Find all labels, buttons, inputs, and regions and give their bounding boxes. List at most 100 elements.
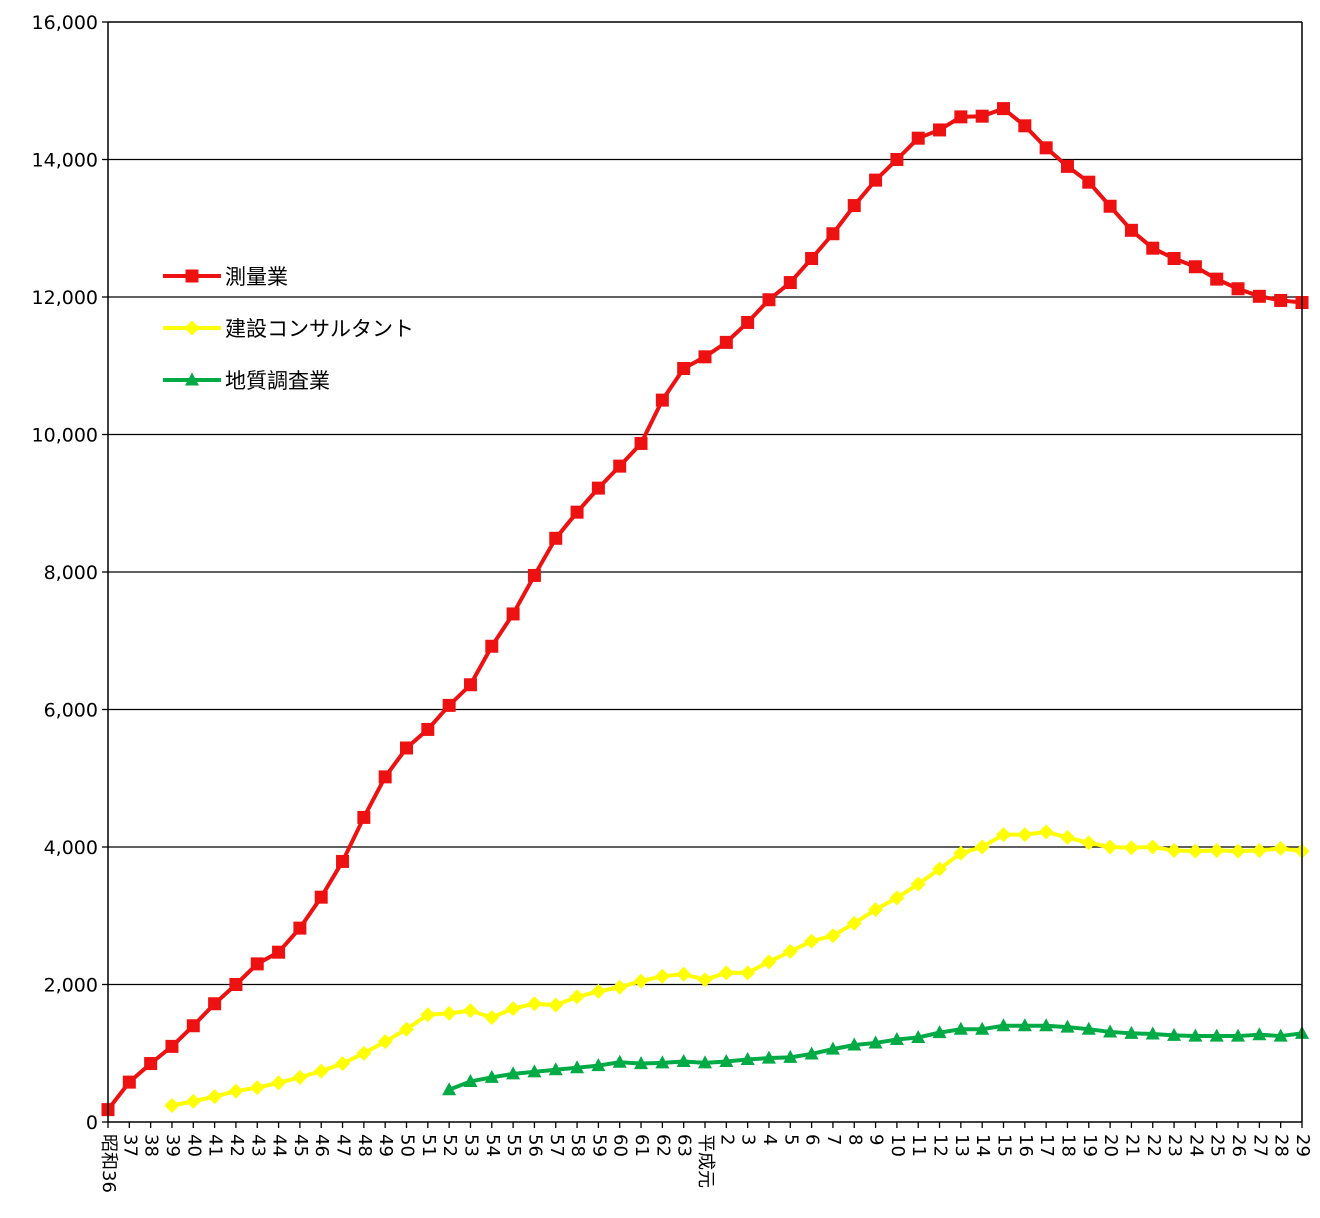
x-tick-label: 57 (546, 1134, 567, 1157)
data-point (634, 1056, 649, 1070)
x-tick-label: 54 (482, 1134, 503, 1157)
data-point (698, 350, 712, 364)
data-point (462, 1003, 478, 1019)
x-tick-label: 6 (802, 1134, 823, 1145)
y-tick-label: 0 (86, 1112, 98, 1134)
x-tick-label: 38 (141, 1134, 162, 1157)
data-point (676, 1054, 691, 1067)
data-point (740, 965, 756, 981)
series-survey (101, 102, 1309, 1117)
data-point (654, 968, 670, 984)
x-tick-label: 8 (844, 1134, 865, 1145)
x-tick-label: 56 (524, 1134, 545, 1157)
x-tick-label: 62 (652, 1134, 673, 1157)
data-point (570, 505, 584, 519)
data-point (1145, 1026, 1160, 1040)
data-point (676, 966, 692, 982)
x-tick-label: 21 (1121, 1134, 1142, 1157)
x-tick-label: 46 (311, 1134, 332, 1157)
legend-label: 地質調査業 (225, 369, 330, 393)
x-tick-label: 45 (290, 1134, 311, 1157)
x-tick-label: 2 (716, 1134, 737, 1145)
data-point (1251, 842, 1267, 858)
x-tick-label: 49 (375, 1134, 396, 1157)
x-tick-label: 58 (567, 1134, 588, 1157)
y-tick-label: 12,000 (32, 287, 98, 309)
data-point (485, 639, 499, 653)
data-point (526, 996, 542, 1012)
y-tick-label: 6,000 (44, 700, 98, 722)
data-point (933, 123, 947, 137)
data-point (1039, 1018, 1054, 1032)
data-point (271, 1075, 287, 1091)
data-point (1209, 1028, 1224, 1042)
x-tick-label: 44 (269, 1134, 290, 1157)
x-tick-label: 16 (1015, 1134, 1036, 1157)
x-tick-label: 60 (610, 1134, 631, 1157)
data-point (783, 276, 797, 290)
x-tick-label: 14 (972, 1134, 993, 1157)
data-point (484, 1069, 499, 1083)
data-point (996, 1018, 1011, 1032)
data-point (420, 1007, 436, 1023)
data-point (569, 989, 585, 1005)
data-point (229, 978, 243, 991)
data-point (357, 810, 371, 824)
data-point (1081, 1021, 1096, 1035)
data-point (1017, 1018, 1032, 1032)
data-point (869, 173, 883, 187)
data-point (1059, 829, 1075, 845)
x-tick-label: 9 (866, 1134, 887, 1145)
data-point (761, 954, 777, 970)
legend-label: 建設コンサルタント (225, 317, 414, 341)
data-point (548, 997, 564, 1013)
data-point (741, 315, 755, 329)
series-lines (101, 102, 1310, 1117)
data-point (356, 1045, 372, 1061)
data-point (655, 1055, 670, 1069)
data-point (1187, 843, 1203, 859)
x-tick-label: 5 (780, 1134, 801, 1145)
data-point (868, 902, 884, 918)
x-tick-label: 4 (759, 1134, 780, 1145)
data-point (377, 1034, 393, 1050)
x-tick-label: 39 (162, 1134, 183, 1157)
x-tick-label: 53 (460, 1134, 481, 1157)
data-point (250, 957, 264, 971)
data-point (1124, 223, 1138, 237)
data-point (889, 1032, 904, 1045)
data-point (228, 1083, 244, 1099)
data-point (634, 436, 648, 450)
data-point (293, 921, 307, 935)
data-point (846, 915, 862, 931)
x-tick-label: 55 (503, 1134, 524, 1157)
data-point (719, 335, 733, 349)
axes (107, 21, 1303, 1123)
series-consultant (164, 824, 1310, 1113)
data-point (1188, 260, 1202, 274)
x-tick-label: 11 (908, 1134, 929, 1157)
data-point (186, 1019, 200, 1033)
data-point (996, 827, 1011, 843)
data-point (718, 965, 734, 981)
x-tick-label: 27 (1249, 1134, 1270, 1157)
data-point (975, 109, 989, 123)
x-tick-label: 61 (631, 1134, 652, 1157)
data-point (570, 1060, 585, 1074)
y-tick-label: 14,000 (32, 150, 98, 172)
x-tick-label: 17 (1036, 1134, 1057, 1157)
data-point (1188, 1028, 1203, 1042)
data-point (1273, 840, 1289, 856)
x-axis-tick-labels: 昭和36 37 38 39 40 41 42 43 44 45 46 47 48 49 50 51 52 53 54… (98, 1122, 1313, 1193)
data-point (441, 1005, 457, 1021)
data-point (400, 741, 413, 755)
data-point (1210, 272, 1224, 286)
data-point (272, 945, 286, 959)
data-point (292, 1069, 308, 1085)
data-point (1018, 119, 1032, 133)
data-point (1103, 199, 1117, 213)
data-point (399, 1021, 414, 1037)
data-point (1102, 839, 1118, 855)
data-point (633, 973, 649, 989)
